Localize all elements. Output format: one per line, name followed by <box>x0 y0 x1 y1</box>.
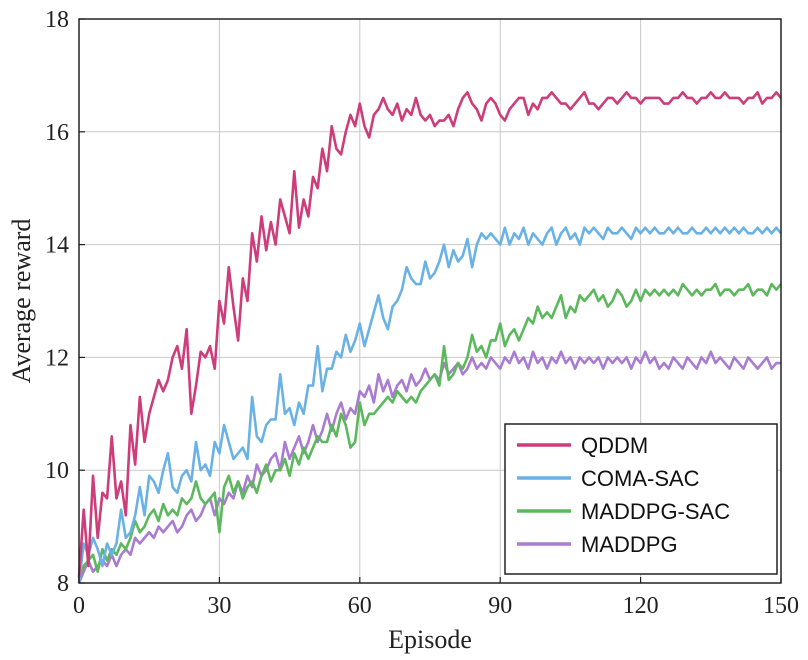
legend-label: QDDM <box>581 433 648 458</box>
y-axis-title: Average reward <box>7 219 36 384</box>
y-tick-label: 18 <box>45 7 69 33</box>
y-tick-label: 12 <box>45 345 69 371</box>
y-tick-label: 14 <box>45 233 69 259</box>
legend-box <box>504 423 778 575</box>
series-line-maddpg-sac <box>77 282 783 578</box>
legend-label: MADDPG <box>581 532 678 557</box>
legend-label: COMA-SAC <box>581 466 700 491</box>
x-tick-label: 120 <box>623 593 659 619</box>
axis-ticks: 0 30 60 90 120 150 8 10 12 14 16 18 <box>45 7 799 619</box>
series-line-coma-sac <box>77 226 783 584</box>
series-layer <box>77 91 783 584</box>
legend: QDDM COMA-SAC MADDPG-SAC MADDPG <box>504 423 778 575</box>
x-tick-label: 30 <box>207 593 231 619</box>
y-tick-label: 16 <box>45 120 69 146</box>
y-tick-label: 8 <box>57 571 69 597</box>
x-axis-title: Episode <box>388 625 472 654</box>
legend-label: MADDPG-SAC <box>581 499 730 524</box>
x-tick-label: 150 <box>763 593 799 619</box>
plot-frame <box>78 18 782 584</box>
series-line-qddm <box>77 91 783 578</box>
x-tick-label: 0 <box>73 593 85 619</box>
x-tick-label: 60 <box>348 593 372 619</box>
x-tick-label: 90 <box>488 593 512 619</box>
y-tick-label: 10 <box>45 458 69 484</box>
